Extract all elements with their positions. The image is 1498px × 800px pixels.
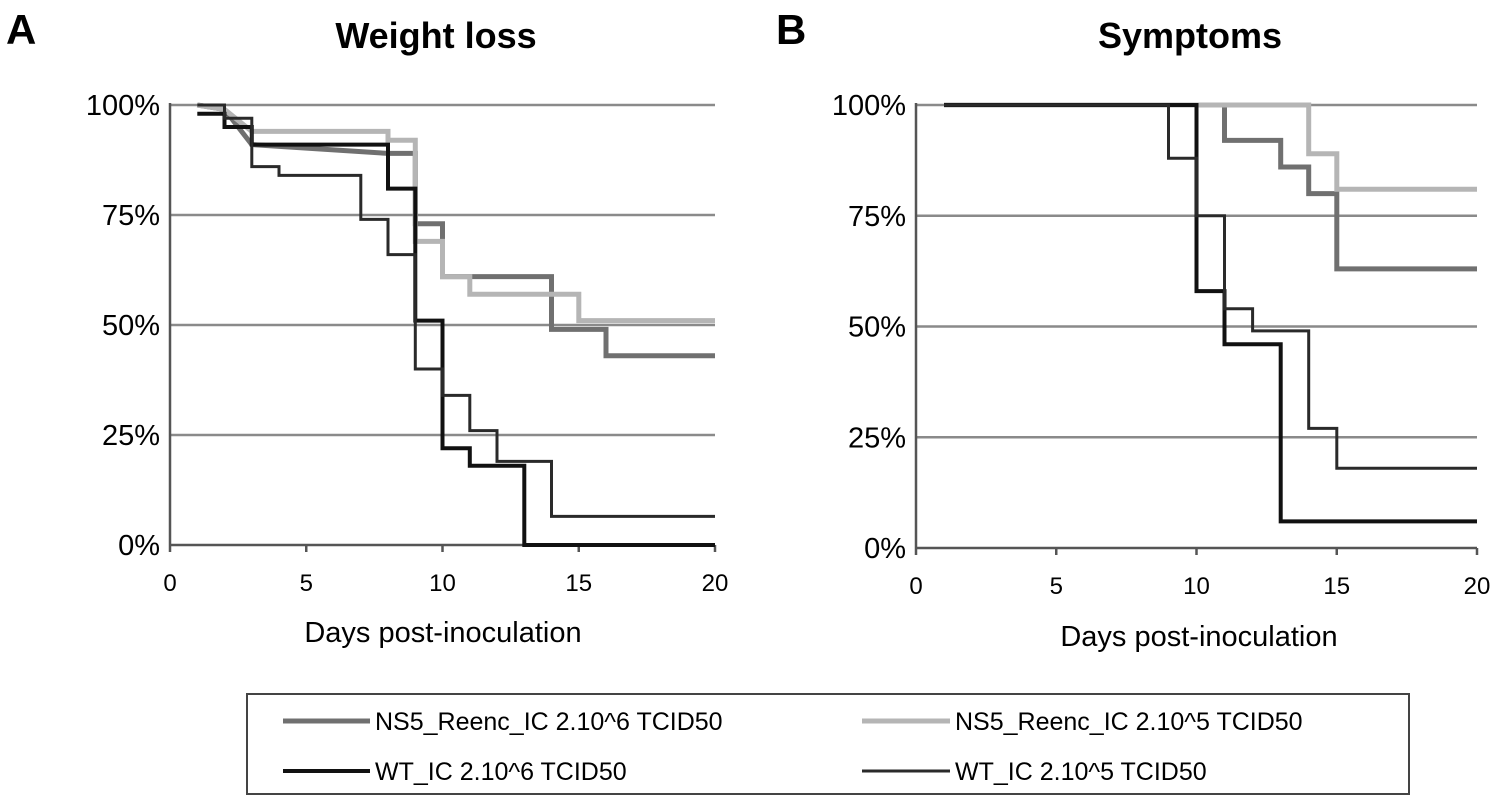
x-tick-label: 0 bbox=[909, 573, 922, 600]
y-tick-label: 0% bbox=[118, 530, 160, 562]
legend-item-ns5-reenc-2e6: NS5_Reenc_IC 2.10^6 TCID50 bbox=[283, 708, 723, 736]
panel-b-series bbox=[944, 102, 1477, 524]
legend-box bbox=[246, 693, 1410, 795]
legend-label: WT_IC 2.10^5 TCID50 bbox=[955, 758, 1207, 786]
x-tick-label: 15 bbox=[565, 570, 592, 597]
y-tick-label: 100% bbox=[86, 90, 160, 122]
panel-a-x-axis-label: Days post-inoculation bbox=[304, 617, 581, 649]
series-line-ns5-reenc-ic-2-10-5-tcid50 bbox=[196, 102, 715, 324]
legend-item-wt-2e5: WT_IC 2.10^5 TCID50 bbox=[862, 758, 1207, 786]
panel-b-title: Symptoms bbox=[1098, 15, 1282, 56]
legend-label: NS5_Reenc_IC 2.10^6 TCID50 bbox=[375, 708, 723, 736]
y-tick-label: 0% bbox=[864, 533, 906, 565]
y-tick-label: 25% bbox=[848, 422, 906, 454]
x-tick-label: 5 bbox=[1050, 573, 1063, 600]
panel-b-x-axis-label: Days post-inoculation bbox=[1060, 621, 1337, 653]
x-tick-label: 0 bbox=[163, 570, 176, 597]
panel-a-series bbox=[196, 102, 715, 547]
x-tick-label: 15 bbox=[1323, 573, 1350, 600]
x-tick-label: 10 bbox=[429, 570, 456, 597]
x-tick-label: 20 bbox=[702, 570, 729, 597]
y-tick-label: 100% bbox=[832, 90, 906, 122]
x-tick-label: 10 bbox=[1183, 573, 1210, 600]
panel-a-title: Weight loss bbox=[335, 15, 536, 56]
y-tick-label: 25% bbox=[102, 420, 160, 452]
y-tick-label: 75% bbox=[848, 201, 906, 233]
legend: NS5_Reenc_IC 2.10^6 TCID50 NS5_Reenc_IC … bbox=[246, 693, 1410, 795]
legend-label: NS5_Reenc_IC 2.10^5 TCID50 bbox=[955, 708, 1303, 736]
series-line-wt-ic-2-10-6-tcid50 bbox=[944, 103, 1477, 524]
panel-a: A Weight loss 0% 25% 50% 75% 100% 0 5 10 15 20 Da… bbox=[6, 6, 728, 649]
y-tick-label: 50% bbox=[848, 312, 906, 344]
legend-label: WT_IC 2.10^6 TCID50 bbox=[375, 758, 627, 786]
series-line-wt-ic-2-10-5-tcid50 bbox=[197, 103, 715, 518]
panel-b: B Symptoms 0% 25% 50% 75% 100% 0 5 10 15 20 Days … bbox=[776, 6, 1490, 653]
series-line-ns5-reenc-ic-2-10-6-tcid50 bbox=[944, 102, 1477, 272]
panel-b-axes bbox=[914, 103, 1479, 555]
legend-item-ns5-reenc-2e5: NS5_Reenc_IC 2.10^5 TCID50 bbox=[862, 708, 1303, 736]
y-tick-label: 75% bbox=[102, 200, 160, 232]
series-line-wt-ic-2-10-5-tcid50 bbox=[944, 103, 1477, 470]
x-tick-label: 20 bbox=[1464, 573, 1491, 600]
x-tick-label: 5 bbox=[300, 570, 313, 597]
panel-a-ticks: 0% 25% 50% 75% 100% 0 5 10 15 20 bbox=[86, 90, 729, 597]
panel-a-letter: A bbox=[6, 6, 36, 53]
legend-item-wt-2e6: WT_IC 2.10^6 TCID50 bbox=[283, 758, 627, 786]
y-tick-label: 50% bbox=[102, 310, 160, 342]
panel-b-ticks: 0% 25% 50% 75% 100% 0 5 10 15 20 bbox=[832, 90, 1491, 600]
series-line-wt-ic-2-10-6-tcid50 bbox=[197, 111, 715, 547]
panel-b-letter: B bbox=[776, 6, 806, 53]
series-line-ns5-reenc-ic-2-10-5-tcid50 bbox=[944, 102, 1477, 192]
